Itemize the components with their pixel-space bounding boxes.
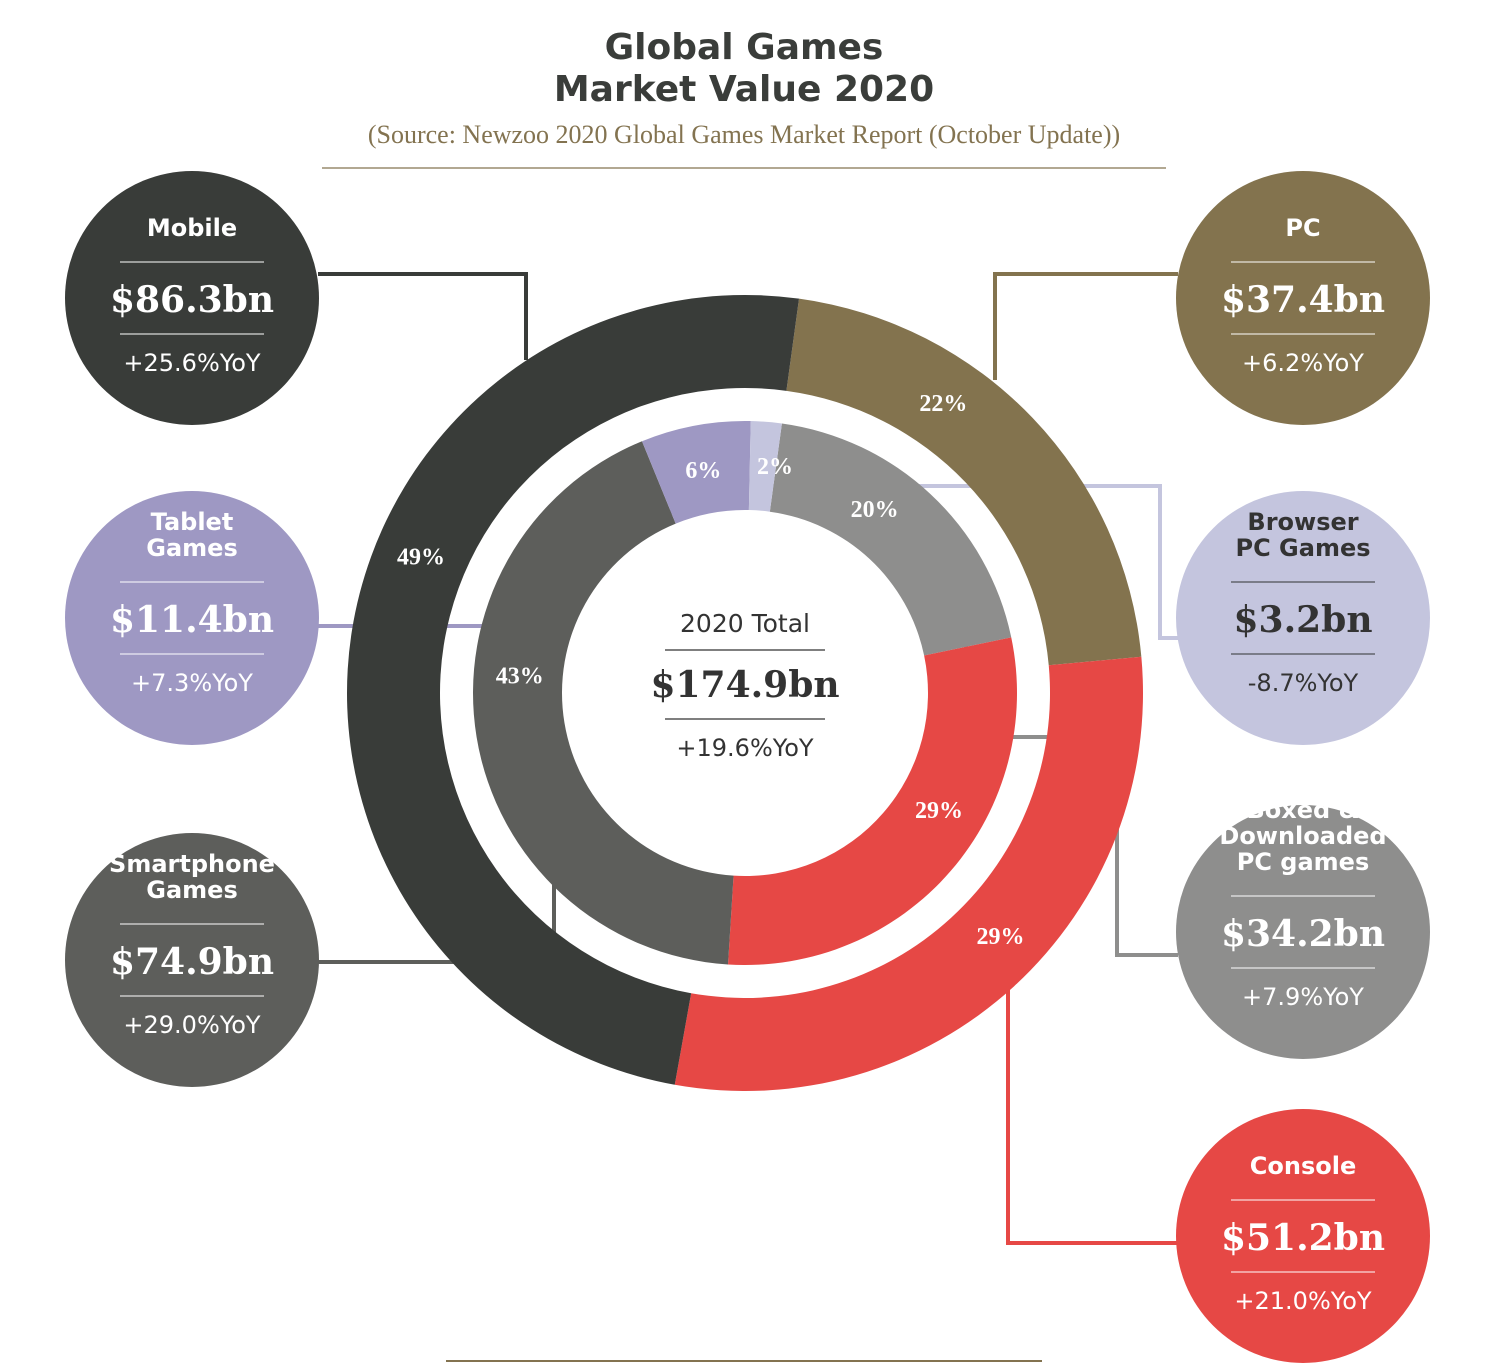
bubble-pc: PC $37.4bn +6.2%YoY — [1176, 171, 1430, 425]
center-total-label: 2020 Total — [680, 609, 810, 638]
outer-segment-console — [674, 656, 1143, 1091]
chart-subtitle: (Source: Newzoo 2020 Global Games Market… — [368, 120, 1120, 149]
bubble-circle-browser-pc-games — [1176, 491, 1430, 745]
center-total-yoy: +19.6%YoY — [676, 734, 814, 762]
bubble-yoy-console: +21.0%YoY — [1234, 1287, 1372, 1315]
bubble-mobile: Mobile $86.3bn +25.6%YoY — [65, 171, 319, 425]
inner-segment-boxed-downloaded-pc-games — [769, 423, 1012, 656]
bubble-circle-boxed-downloaded-pc-games — [1176, 805, 1430, 1059]
bubble-category-browser-pc-games-line-1: Browser — [1247, 508, 1358, 536]
bubble-category-console-line-1: Console — [1250, 1152, 1356, 1180]
inner-pct-label-browser-pc-games: 2% — [757, 454, 793, 480]
bubble-circle-mobile — [65, 171, 319, 425]
outer-segment-pc — [786, 298, 1142, 666]
bubble-category-mobile-line-1: Mobile — [147, 214, 237, 242]
bubble-value-browser-pc-games: $3.2bn — [1233, 599, 1372, 641]
inner-pct-label-tablet-games: 6% — [685, 458, 721, 484]
bubble-value-smartphone-games: $74.9bn — [110, 941, 274, 983]
bubble-value-console: $51.2bn — [1221, 1217, 1385, 1259]
bubble-category-tablet-games-line-2: Games — [146, 534, 237, 562]
bubble-console: Console $51.2bn +21.0%YoY — [1176, 1109, 1430, 1363]
bubble-value-boxed-downloaded-pc-games: $34.2bn — [1221, 913, 1385, 955]
bubble-yoy-browser-pc-games: -8.7%YoY — [1248, 669, 1359, 697]
connector-line-browser-pc-games — [752, 484, 1178, 640]
bubble-yoy-boxed-downloaded-pc-games: +7.9%YoY — [1242, 983, 1364, 1011]
inner-segment-console — [728, 637, 1017, 965]
outer-segment-mobile — [347, 295, 800, 1085]
outer-pct-label-mobile: 49% — [397, 545, 445, 571]
bubble-category-pc-line-1: PC — [1285, 214, 1320, 242]
inner-pct-label-boxed-downloaded-pc-games: 20% — [851, 497, 899, 523]
bubble-category-browser-pc-games-line-2: PC Games — [1235, 534, 1370, 562]
center-total-value: $174.9bn — [650, 664, 839, 706]
center-total: 2020 Total $174.9bn +19.6%YoY — [650, 609, 839, 762]
inner-segment-tablet-games — [642, 421, 751, 524]
percent-labels: 22% 29% 49% 20% 29% 43% 6% 2% — [397, 391, 1024, 950]
bubble-yoy-smartphone-games: +29.0%YoY — [123, 1011, 261, 1039]
bubble-category-boxed-downloaded-pc-games-line-3: PC games — [1237, 848, 1370, 876]
segment-bubbles: Mobile$86.3bn+25.6%YoYTabletGames$11.4bn… — [65, 171, 1430, 1363]
bubble-value-mobile: $86.3bn — [110, 279, 274, 321]
bubble-category-smartphone-games-line-1: Smartphone — [109, 850, 275, 878]
connector-line-console — [1006, 990, 1178, 1245]
chart-title-line-1: Global Games — [605, 27, 884, 68]
connector-line-pc — [993, 272, 1178, 380]
bubble-value-pc: $37.4bn — [1221, 279, 1385, 321]
bubble-category-smartphone-games-line-2: Games — [146, 876, 237, 904]
chart-title-line-2: Market Value 2020 — [554, 69, 934, 110]
connector-line-mobile — [318, 272, 528, 360]
bubble-yoy-mobile: +25.6%YoY — [123, 349, 261, 377]
inner-segment-smartphone-games — [473, 441, 734, 965]
bubble-value-tablet-games: $11.4bn — [110, 599, 274, 641]
outer-pct-label-pc: 22% — [919, 391, 967, 417]
bubble-circle-tablet-games — [65, 491, 319, 745]
inner-pct-label-console: 29% — [915, 798, 963, 824]
bubble-category-boxed-downloaded-pc-games-line-1: Boxed & — [1246, 796, 1359, 824]
bubble-circle-pc — [1176, 171, 1430, 425]
outer-pct-label-console: 29% — [976, 924, 1024, 950]
donut-rings — [347, 295, 1143, 1091]
bubble-category-tablet-games-line-1: Tablet — [151, 508, 234, 536]
inner-pct-label-smartphone-games: 43% — [496, 664, 544, 690]
bubble-yoy-tablet-games: +7.3%YoY — [131, 669, 253, 697]
inner-segment-browser-pc-games — [748, 421, 782, 512]
bubble-circle-smartphone-games — [65, 833, 319, 1087]
bubble-circle-console — [1176, 1109, 1430, 1363]
bubble-yoy-pc: +6.2%YoY — [1242, 349, 1364, 377]
bubble-category-boxed-downloaded-pc-games-line-2: Downloaded — [1219, 822, 1386, 850]
